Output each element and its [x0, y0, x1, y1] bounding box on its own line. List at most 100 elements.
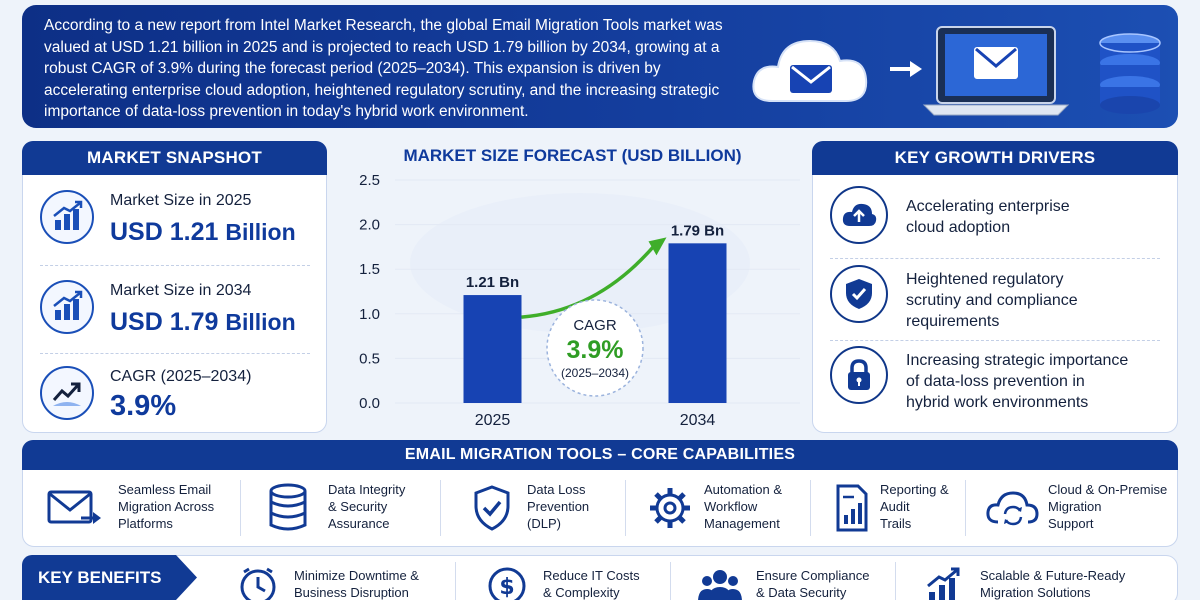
growth-chart-icon — [40, 190, 94, 244]
capability-line: Platforms — [118, 516, 173, 531]
dollar-icon: $ — [485, 564, 529, 600]
separator — [455, 562, 456, 600]
separator — [440, 480, 441, 536]
capability-line: Seamless Email — [118, 482, 212, 497]
cloud-sync-icon — [982, 480, 1042, 536]
y-tick-label: 2.0 — [359, 217, 380, 234]
report-icon — [822, 480, 882, 536]
laptop-email-icon — [922, 26, 1070, 116]
snapshot-value-number: USD 1.21 — [110, 218, 219, 246]
capability-item: Data Loss Prevention (DLP) — [462, 478, 622, 538]
driver-text: Increasing strategic importance of data-… — [906, 350, 1156, 413]
snapshot-value: USD 1.21 Billion — [110, 218, 296, 247]
snapshot-label: CAGR (2025–2034) — [110, 368, 252, 385]
benefit-line: Reduce IT Costs — [543, 568, 640, 583]
market-size-chart: 0.0 0.5 1.0 1.5 2.0 2.5 1.21 Bn 2025 1.79 Bn 2034… — [359, 172, 800, 429]
bar — [668, 243, 727, 403]
benefits-title: KEY BENEFITS — [22, 555, 197, 600]
separator — [895, 562, 896, 600]
cagr-label: CAGR — [573, 317, 617, 334]
divider — [40, 353, 310, 354]
driver-line: Increasing strategic importance — [906, 352, 1129, 369]
capability-text: Cloud & On-Premise Migration Support — [1048, 481, 1167, 532]
market-snapshot-title: MARKET SNAPSHOT — [22, 141, 327, 175]
clock-icon — [236, 564, 280, 600]
y-tick-label: 0.0 — [359, 395, 380, 412]
capability-line: Cloud & On-Premise — [1048, 482, 1168, 497]
benefit-line: & Data Security — [756, 585, 847, 600]
driver-line: Heightened regulatory — [906, 271, 1064, 288]
capability-item: Reporting & Audit Trails — [822, 478, 972, 538]
benefit-line: Migration Solutions — [980, 585, 1091, 600]
capability-line: Data Loss — [527, 482, 586, 497]
cagr-badge — [546, 299, 644, 397]
cagr-period: (2025–2034) — [561, 366, 629, 380]
migration-illustration — [752, 26, 1161, 116]
capability-item: Automation & Workflow Management — [640, 478, 820, 538]
growth-arrowhead — [648, 237, 667, 256]
divider — [830, 340, 1160, 341]
benefit-line: & Complexity — [543, 585, 620, 600]
bar-data-label: 1.21 Bn — [466, 274, 519, 291]
separator — [965, 480, 966, 536]
capability-line: Audit — [880, 499, 910, 514]
users-icon — [698, 564, 742, 600]
intro-banner: According to a new report from Intel Mar… — [22, 5, 1178, 128]
benefit-line: Ensure Compliance — [756, 568, 870, 583]
database-icon — [258, 480, 318, 536]
cagr-value: 3.9% — [567, 336, 624, 364]
driver-line: Accelerating enterprise — [906, 198, 1070, 215]
separator — [625, 480, 626, 536]
capability-line: Assurance — [328, 516, 390, 531]
capability-text: Automation & Workflow Management — [704, 481, 782, 532]
email-transfer-icon — [45, 480, 105, 536]
capability-item: Data Integrity & Security Assurance — [258, 478, 438, 538]
driver-line: hybrid work environments — [906, 394, 1089, 411]
y-tick-label: 2.5 — [359, 172, 380, 189]
snapshot-value-number: USD 1.79 — [110, 308, 219, 336]
growth-chart-icon — [40, 280, 94, 334]
capability-line: Trails — [880, 516, 912, 531]
capability-line: Reporting & — [880, 482, 949, 497]
capabilities-title: EMAIL MIGRATION TOOLS – CORE CAPABILITIE… — [22, 440, 1178, 470]
capability-item: Seamless Email Migration Across Platform… — [45, 478, 235, 538]
capability-text: Seamless Email Migration Across Platform… — [118, 481, 214, 532]
cloud-email-icon — [752, 39, 868, 102]
bar — [463, 295, 522, 403]
benefit-text: Ensure Compliance & Data Security — [756, 567, 869, 600]
driver-text: Accelerating enterprise cloud adoption — [906, 196, 1156, 238]
database-icon — [1099, 33, 1161, 114]
capability-text: Data Integrity & Security Assurance — [328, 481, 405, 532]
benefit-text: Scalable & Future-Ready Migration Soluti… — [980, 567, 1125, 600]
bar-data-label: 1.79 Bn — [671, 222, 724, 239]
intro-text: According to a new report from Intel Mar… — [44, 17, 723, 120]
padlock-icon — [830, 346, 888, 404]
snapshot-value: USD 1.79 Billion — [110, 308, 296, 337]
driver-text: Heightened regulatory scrutiny and compl… — [906, 269, 1156, 332]
driver-line: scrutiny and compliance — [906, 292, 1078, 309]
y-tick-label: 1.5 — [359, 261, 380, 278]
snapshot-label: Market Size in 2025 — [110, 192, 252, 209]
benefit-text: Minimize Downtime & Business Disruption — [294, 567, 419, 600]
capability-line: Automation & — [704, 482, 783, 497]
benefit-line: Minimize Downtime & — [294, 568, 419, 583]
benefit-line: Business Disruption — [294, 585, 409, 600]
cloud-upload-icon — [830, 186, 888, 244]
x-tick-label: 2025 — [475, 412, 511, 429]
snapshot-label: Market Size in 2034 — [110, 282, 252, 299]
y-tick-label: 0.5 — [359, 350, 380, 367]
svg-text:$: $ — [499, 575, 514, 600]
capability-line: Migration — [1048, 499, 1102, 514]
benefit-line: Scalable & Future-Ready — [980, 568, 1126, 583]
capability-line: Management — [704, 516, 780, 531]
driver-line: requirements — [906, 313, 1000, 330]
capability-line: Workflow — [704, 499, 758, 514]
capability-line: Support — [1048, 516, 1094, 531]
separator — [670, 562, 671, 600]
x-tick-label: 2034 — [680, 412, 716, 429]
driver-line: of data-loss prevention in — [906, 373, 1085, 390]
capability-line: Data Integrity — [328, 482, 406, 497]
growth-drivers-title: KEY GROWTH DRIVERS — [812, 141, 1178, 175]
capability-line: (DLP) — [527, 516, 561, 531]
separator — [240, 480, 241, 536]
